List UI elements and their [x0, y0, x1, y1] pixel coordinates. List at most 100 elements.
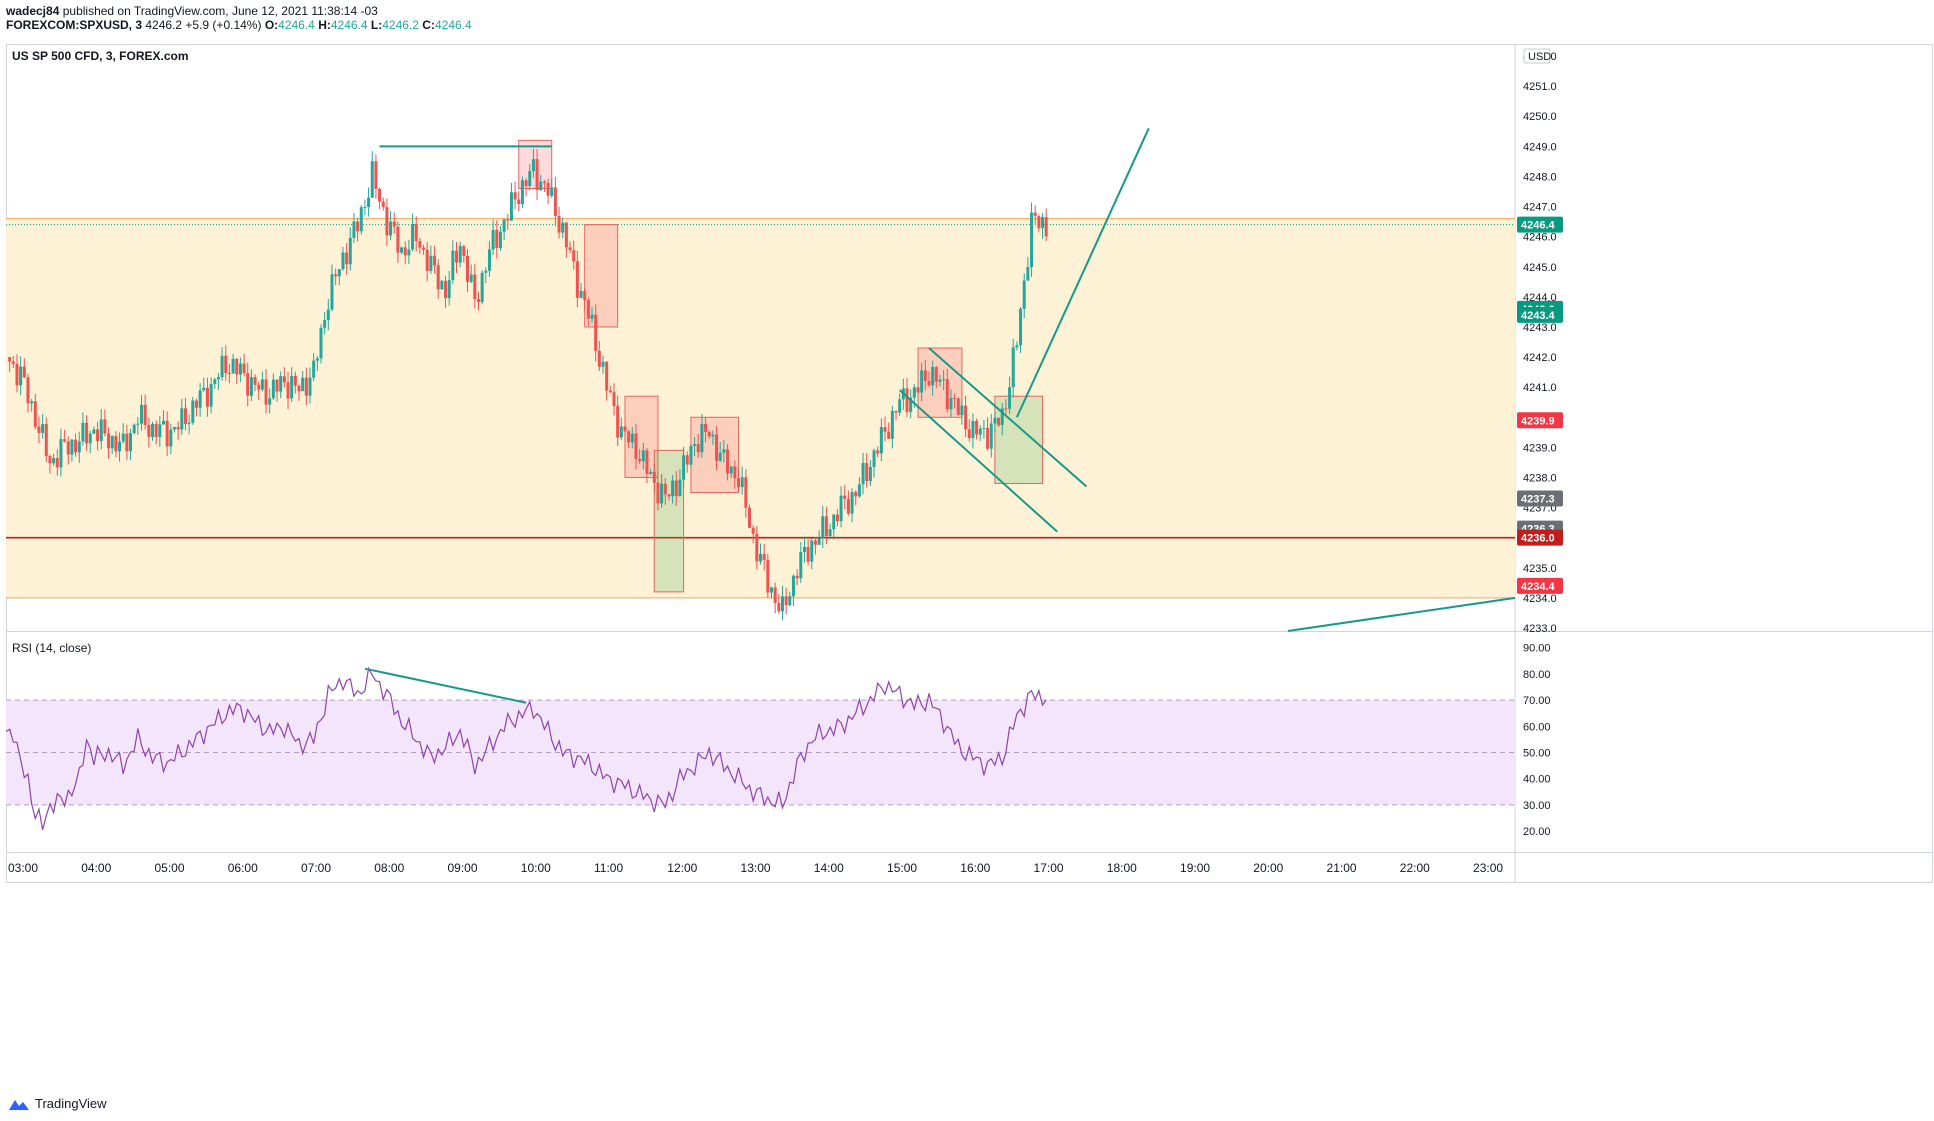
candle-body	[41, 424, 45, 433]
candle	[704, 417, 708, 443]
candle-body	[773, 587, 777, 603]
candle-body	[759, 553, 762, 562]
candle-body	[1015, 345, 1019, 348]
y-tick-label: 4249.0	[1523, 141, 1557, 153]
candle-body	[627, 431, 631, 443]
candle	[345, 243, 349, 275]
candle	[872, 448, 876, 478]
candle	[8, 357, 12, 373]
candle-body	[843, 495, 847, 499]
candle-body	[671, 480, 675, 497]
candle-body	[378, 188, 382, 202]
candle-body	[890, 410, 894, 439]
candle-body	[469, 274, 473, 282]
candle	[890, 405, 894, 449]
candle-body	[583, 290, 587, 301]
trendline-3	[1015, 127, 1150, 418]
candle-body	[238, 363, 242, 375]
candle	[953, 393, 957, 409]
candle-body	[934, 367, 938, 382]
candle	[722, 440, 726, 463]
candle	[1037, 214, 1041, 232]
candle-body	[711, 434, 715, 437]
candle-body	[1033, 212, 1037, 217]
candle	[414, 216, 418, 252]
candle	[484, 267, 488, 284]
candle-body	[110, 436, 114, 449]
rsi-tick-label: 40.00	[1523, 774, 1551, 786]
candle	[52, 453, 56, 466]
candle	[293, 371, 297, 394]
candle-body	[744, 477, 748, 508]
candle	[590, 306, 594, 323]
rsi-tick-label: 20.00	[1523, 826, 1551, 838]
candle-body	[876, 450, 880, 454]
candle-body	[187, 422, 191, 425]
candle-body	[616, 406, 620, 438]
candle-body	[176, 426, 180, 430]
candle	[231, 353, 235, 374]
candle-body	[264, 379, 268, 405]
candle	[495, 220, 499, 259]
candle-body	[542, 181, 546, 183]
candle	[1015, 341, 1019, 351]
candle-body	[813, 540, 817, 545]
chart-area[interactable]: US SP 500 CFD, 3, FOREX.com 4233.0 4234.0 4…	[6, 44, 1933, 1094]
time-label: 17:00	[1034, 861, 1064, 875]
time-label: 03:00	[8, 861, 38, 875]
candle-body	[268, 398, 272, 405]
y-tick-label: 4243.0	[1523, 322, 1557, 334]
candle	[682, 446, 686, 490]
candle-body	[118, 441, 122, 452]
candle-body	[1037, 216, 1041, 229]
candle-body	[498, 231, 502, 249]
candle	[381, 197, 385, 211]
candle	[194, 398, 198, 417]
candle	[33, 393, 37, 430]
candle-body	[465, 255, 469, 282]
candle	[326, 299, 330, 331]
candle-body	[766, 559, 770, 593]
candle	[330, 264, 334, 312]
candle-body	[8, 357, 12, 362]
candle-body	[561, 222, 565, 233]
candle	[26, 373, 30, 413]
candle	[312, 353, 316, 382]
candle	[964, 395, 968, 437]
y-tick-label: 4234.0	[1523, 593, 1557, 605]
candle	[88, 430, 92, 454]
candle-body	[791, 575, 795, 597]
candle-body	[608, 390, 612, 393]
candle	[733, 460, 737, 489]
candle	[77, 431, 81, 463]
candle-body	[630, 433, 634, 443]
candle-body	[491, 229, 495, 250]
candle-body	[370, 161, 374, 198]
candle	[491, 219, 495, 255]
candle	[279, 371, 283, 399]
candle-body	[579, 290, 583, 298]
y-tick-label: 4241.0	[1523, 382, 1557, 394]
candle-body	[279, 376, 283, 392]
candle-body	[44, 424, 48, 457]
candle	[297, 384, 301, 401]
candle	[48, 454, 52, 474]
candle	[436, 259, 440, 299]
candle	[923, 360, 927, 390]
candle-body	[883, 427, 887, 432]
candle	[718, 442, 722, 462]
candle	[542, 180, 546, 193]
price-chart[interactable]: US SP 500 CFD, 3, FOREX.com4233.04234.04…	[6, 44, 1933, 1094]
candle	[81, 412, 85, 446]
candle	[579, 282, 583, 299]
author-name[interactable]: wadecj84	[6, 4, 60, 18]
candle-body	[414, 224, 418, 241]
candle-body	[586, 300, 590, 319]
candle-body	[733, 466, 737, 479]
tradingview-logo-icon	[9, 1099, 29, 1110]
price-tag: 4246.4	[1517, 216, 1563, 233]
candle-body	[594, 314, 598, 351]
rsi-tick-label: 30.00	[1523, 800, 1551, 812]
candle-body	[857, 484, 861, 497]
candle-body	[1022, 280, 1026, 309]
